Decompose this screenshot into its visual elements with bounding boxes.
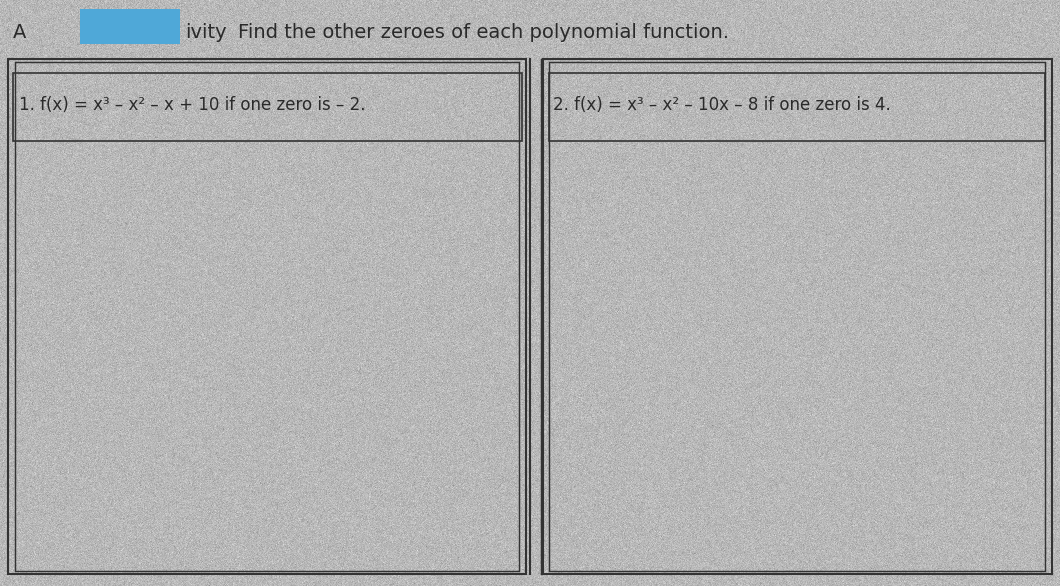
Bar [15, 62, 519, 571]
Bar [13, 73, 522, 141]
Text: Find the other zeroes of each polynomial function.: Find the other zeroes of each polynomial… [238, 23, 729, 42]
Bar [8, 59, 526, 574]
Text: A: A [13, 23, 26, 42]
Bar [549, 73, 1045, 141]
Bar [549, 62, 1045, 571]
Text: 2. f(x) = x³ – x² – 10x – 8 if one zero is 4.: 2. f(x) = x³ – x² – 10x – 8 if one zero … [553, 97, 891, 114]
Text: ivity: ivity [186, 23, 227, 42]
Bar [80, 9, 180, 44]
Bar [543, 59, 1052, 574]
Text: 1. f(x) = x³ – x² – x + 10 if one zero is – 2.: 1. f(x) = x³ – x² – x + 10 if one zero i… [19, 97, 366, 114]
